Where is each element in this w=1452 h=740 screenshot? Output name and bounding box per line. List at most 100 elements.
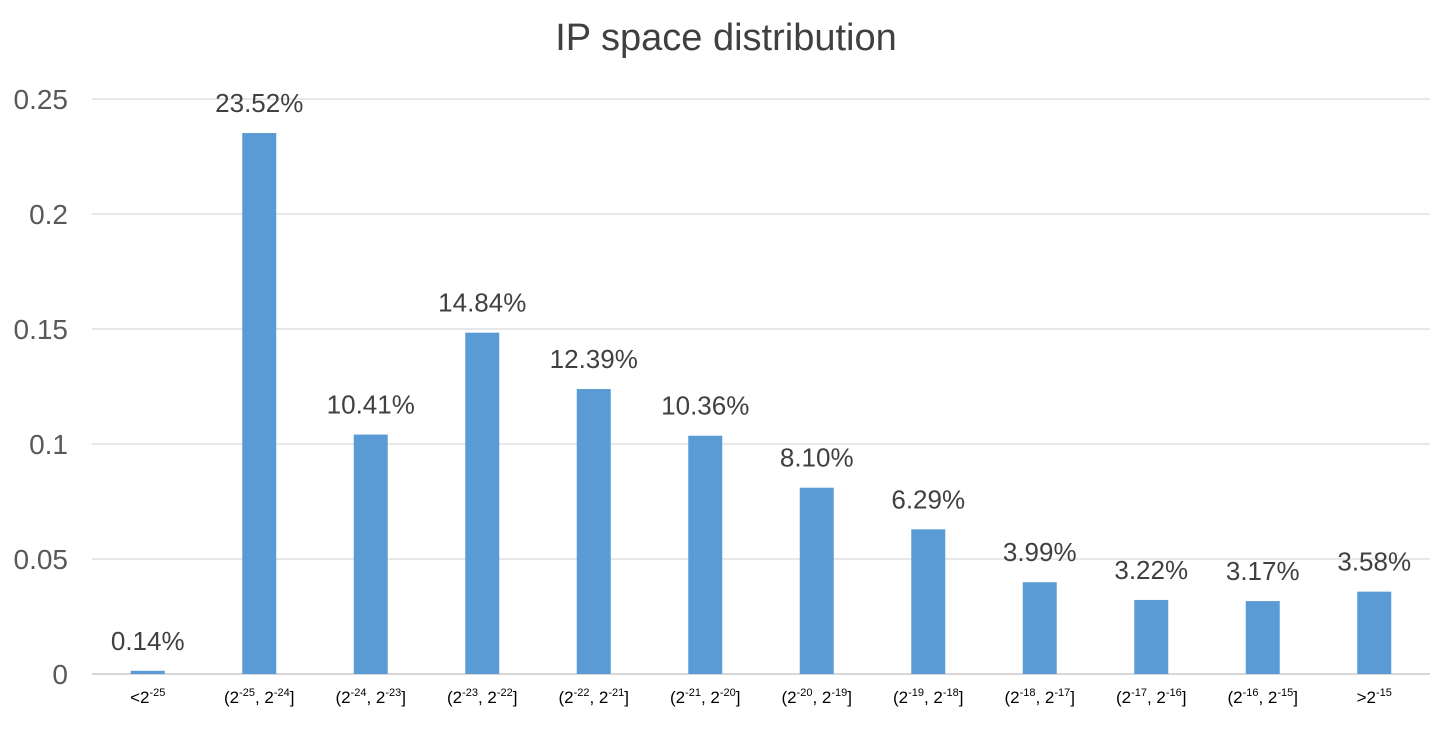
gridlines: [92, 98, 1430, 675]
x-tick-text: , 2: [1147, 688, 1166, 707]
x-tick-text: (2: [670, 688, 685, 707]
x-tick-label: (2-24, 2-23]: [335, 687, 406, 707]
x-tick-exponent: -25: [149, 687, 165, 699]
x-tick-label: (2-25, 2-24]: [224, 687, 295, 707]
bar: [465, 332, 500, 674]
x-tick-text: , 2: [1035, 688, 1054, 707]
bar: [688, 435, 723, 674]
data-label: 3.22%: [1114, 555, 1188, 585]
x-tick-exponent: -24: [274, 687, 290, 699]
x-tick-text: (2: [1227, 688, 1242, 707]
x-tick-text: (2: [1116, 688, 1131, 707]
y-tick-label: 0.1: [29, 429, 68, 460]
x-tick-text: , 2: [366, 688, 385, 707]
x-tick-text: <2: [130, 688, 149, 707]
y-tick-label: 0.2: [29, 199, 68, 230]
x-tick-label: (2-22, 2-21]: [558, 687, 629, 707]
data-label: 3.58%: [1337, 547, 1411, 577]
x-tick-label: (2-17, 2-16]: [1116, 687, 1187, 707]
x-tick-text: (2: [447, 688, 462, 707]
x-tick-text: , 2: [924, 688, 943, 707]
x-tick-text: ]: [1182, 688, 1187, 707]
x-tick-label: >2-15: [1357, 687, 1392, 707]
x-tick-exponent: -25: [239, 687, 255, 699]
bar: [242, 133, 277, 675]
x-tick-text: , 2: [701, 688, 720, 707]
data-label: 3.99%: [1003, 537, 1077, 567]
data-label: 3.17%: [1226, 556, 1300, 586]
x-tick-exponent: -24: [351, 687, 367, 699]
data-label: 14.84%: [438, 288, 526, 318]
x-tick-text: ]: [624, 688, 629, 707]
x-tick-label: (2-16, 2-15]: [1227, 687, 1298, 707]
x-tick-text: (2: [893, 688, 908, 707]
x-tick-text: ]: [401, 688, 406, 707]
x-tick-exponent: -15: [1277, 687, 1293, 699]
x-tick-label: (2-20, 2-19]: [781, 687, 852, 707]
data-label: 10.41%: [327, 390, 415, 420]
data-label: 6.29%: [891, 484, 965, 514]
bar: [1022, 582, 1057, 674]
data-label: 23.52%: [215, 88, 303, 118]
bar: [1134, 599, 1169, 674]
x-tick-text: (2: [781, 688, 796, 707]
bar: [353, 434, 388, 674]
x-tick-text: (2: [335, 688, 350, 707]
x-tick-exponent: -16: [1166, 687, 1182, 699]
data-label: 0.14%: [111, 626, 185, 656]
x-tick-label: <2-25: [130, 687, 165, 707]
x-tick-exponent: -21: [685, 687, 701, 699]
bar: [799, 487, 834, 674]
bar: [911, 529, 946, 674]
bar: [130, 670, 165, 674]
y-tick-label: 0.05: [14, 544, 69, 575]
x-tick-label: (2-19, 2-18]: [893, 687, 964, 707]
x-tick-exponent: -19: [831, 687, 847, 699]
x-tick-text: , 2: [478, 688, 497, 707]
bars: [130, 133, 1392, 675]
chart-title: IP space distribution: [555, 17, 897, 59]
x-tick-text: >2: [1357, 688, 1376, 707]
data-label: 8.10%: [780, 443, 854, 473]
x-tick-exponent: -23: [462, 687, 478, 699]
x-tick-text: , 2: [255, 688, 274, 707]
x-tick-exponent: -20: [720, 687, 736, 699]
x-tick-text: ]: [290, 688, 295, 707]
x-tick-text: ]: [513, 688, 518, 707]
x-tick-text: ]: [736, 688, 741, 707]
x-tick-exponent: -16: [1243, 687, 1259, 699]
data-label: 10.36%: [661, 391, 749, 421]
bar: [1245, 601, 1280, 674]
x-axis-ticks: <2-25 (2-25, 2-24] (2-24, 2-23] (2-23, 2-22…: [130, 687, 1392, 707]
bar: [576, 389, 611, 674]
x-tick-label: (2-23, 2-22]: [447, 687, 518, 707]
x-tick-text: (2: [1004, 688, 1019, 707]
x-tick-exponent: -22: [497, 687, 513, 699]
data-labels: 0.14% 23.52% 10.41% 14.84% 12.39% 10.36% 8.10%…: [111, 88, 1411, 656]
y-tick-label: 0: [52, 659, 68, 690]
x-tick-exponent: -17: [1054, 687, 1070, 699]
x-tick-text: ]: [959, 688, 964, 707]
x-tick-exponent: -17: [1131, 687, 1147, 699]
x-tick-text: ]: [847, 688, 852, 707]
x-tick-text: (2: [224, 688, 239, 707]
x-tick-exponent: -18: [1020, 687, 1036, 699]
x-tick-exponent: -22: [574, 687, 590, 699]
y-tick-label: 0.15: [14, 314, 69, 345]
y-tick-label: 0.25: [14, 84, 69, 115]
data-label: 12.39%: [550, 344, 638, 374]
x-tick-exponent: -20: [797, 687, 813, 699]
x-tick-exponent: -15: [1376, 687, 1392, 699]
x-tick-exponent: -23: [385, 687, 401, 699]
x-tick-text: ]: [1070, 688, 1075, 707]
x-tick-exponent: -18: [943, 687, 959, 699]
x-tick-text: , 2: [1258, 688, 1277, 707]
x-tick-exponent: -21: [608, 687, 624, 699]
x-tick-label: (2-18, 2-17]: [1004, 687, 1075, 707]
y-axis-ticks: 0 0.05 0.1 0.15 0.2 0.25: [14, 84, 69, 690]
x-tick-exponent: -19: [908, 687, 924, 699]
x-tick-text: , 2: [812, 688, 831, 707]
x-tick-label: (2-21, 2-20]: [670, 687, 741, 707]
bar: [1357, 591, 1392, 674]
